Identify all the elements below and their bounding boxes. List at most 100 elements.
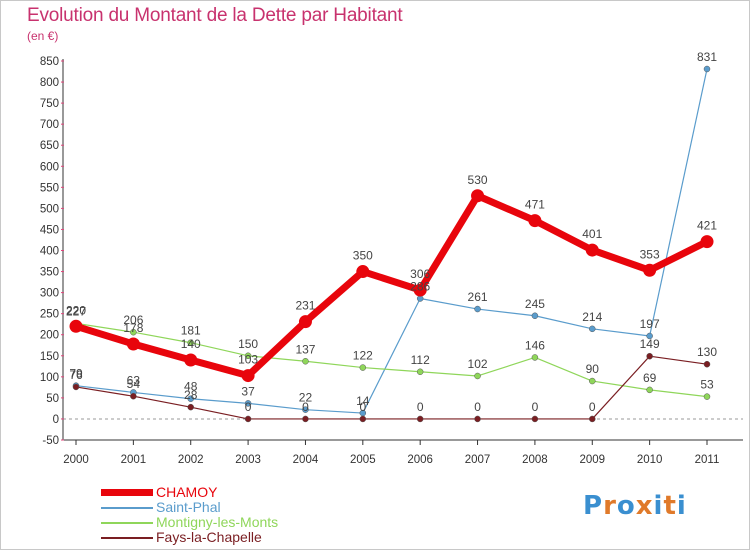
data-point-montigny-les-monts xyxy=(531,354,539,361)
legend-swatch xyxy=(101,522,153,524)
data-point-fays-la-chapelle xyxy=(703,360,711,368)
y-tick-label: 750 xyxy=(40,98,59,110)
y-tick-label: 700 xyxy=(40,119,59,131)
data-point-chamoy xyxy=(184,353,198,367)
data-point-fays-la-chapelle xyxy=(187,403,194,411)
y-tick-label: 550 xyxy=(40,182,59,194)
data-label-fays-la-chapelle: 0 xyxy=(359,400,366,414)
data-label-montigny-les-monts: 112 xyxy=(411,353,430,367)
data-point-fays-la-chapelle xyxy=(72,383,80,391)
legend-swatch xyxy=(101,537,153,539)
data-label-montigny-les-monts: 90 xyxy=(586,362,600,376)
series-line-fays-la-chapelle xyxy=(75,355,708,420)
x-tick-label: 2003 xyxy=(235,454,261,466)
x-tick-label: 2010 xyxy=(637,454,663,466)
x-tick-label: 2005 xyxy=(350,454,376,466)
data-label-saint-phal: 37 xyxy=(241,384,255,398)
data-label-chamoy: 231 xyxy=(295,299,315,313)
data-label-montigny-les-monts: 53 xyxy=(700,378,714,392)
y-tick-label: 150 xyxy=(40,351,59,363)
legend-swatch xyxy=(101,507,153,509)
data-label-fays-la-chapelle: 54 xyxy=(127,377,141,391)
x-tick-label: 2004 xyxy=(293,454,319,466)
data-label-fays-la-chapelle: 0 xyxy=(302,400,309,414)
data-label-montigny-les-monts: 122 xyxy=(353,349,373,363)
data-label-chamoy: 140 xyxy=(181,337,201,351)
data-label-montigny-les-monts: 146 xyxy=(525,338,545,352)
data-point-fays-la-chapelle xyxy=(589,415,596,423)
data-point-chamoy xyxy=(126,337,140,351)
data-point-saint-phal xyxy=(244,400,252,407)
y-tick-label: 400 xyxy=(40,246,59,258)
data-point-saint-phal xyxy=(302,406,309,413)
data-label-fays-la-chapelle: 0 xyxy=(474,400,481,414)
y-tick-label: 650 xyxy=(40,140,59,152)
data-point-montigny-les-monts xyxy=(646,386,653,394)
data-point-montigny-les-monts xyxy=(130,328,137,336)
logo-letter: i xyxy=(676,491,687,521)
data-point-saint-phal xyxy=(531,312,539,320)
data-point-chamoy xyxy=(643,263,657,277)
data-point-fays-la-chapelle xyxy=(244,415,252,423)
data-label-fays-la-chapelle: 76 xyxy=(69,368,83,382)
data-label-fays-la-chapelle: 0 xyxy=(417,400,424,414)
chart-title: Evolution du Montant de la Dette par Hab… xyxy=(27,5,403,26)
chart-subtitle: (en €) xyxy=(27,29,59,43)
data-label-chamoy: 471 xyxy=(525,198,545,212)
data-label-montigny-les-monts: 150 xyxy=(238,337,258,351)
data-label-saint-phal: 79 xyxy=(69,367,83,381)
x-tick-label: 2006 xyxy=(407,454,433,466)
y-tick-label: 800 xyxy=(40,77,59,89)
legend-label: CHAMOY xyxy=(156,484,218,500)
data-label-saint-phal: 286 xyxy=(410,280,430,294)
data-point-chamoy xyxy=(69,319,83,333)
legend-label: Montigny-les-Monts xyxy=(156,514,279,530)
x-tick-label: 2007 xyxy=(465,454,491,466)
x-tick-label: 2000 xyxy=(63,454,89,466)
data-point-chamoy xyxy=(700,235,714,249)
data-point-montigny-les-monts xyxy=(703,393,711,400)
x-tick-label: 2001 xyxy=(121,454,147,466)
logo-letter: P xyxy=(583,491,604,521)
x-tick-label: 2009 xyxy=(579,454,605,466)
data-point-chamoy xyxy=(585,243,599,257)
legend-label: Fays-la-Chapelle xyxy=(156,529,262,545)
data-point-chamoy xyxy=(241,369,255,383)
y-tick-label: 350 xyxy=(40,267,59,279)
data-label-saint-phal: 63 xyxy=(127,373,141,387)
series-line-saint-phal xyxy=(75,68,708,414)
data-point-saint-phal xyxy=(646,332,653,340)
data-label-chamoy: 421 xyxy=(697,219,717,233)
legend-label: Saint-Phal xyxy=(156,499,221,515)
y-tick-label: 450 xyxy=(40,224,59,236)
data-point-saint-phal xyxy=(703,65,711,73)
data-label-fays-la-chapelle: 149 xyxy=(640,337,660,351)
data-point-fays-la-chapelle xyxy=(646,352,653,360)
logo-letter: i xyxy=(653,491,664,521)
data-point-saint-phal xyxy=(474,305,481,313)
data-label-saint-phal: 214 xyxy=(582,310,602,324)
logo-letter: r xyxy=(603,491,617,521)
y-tick-label: 0 xyxy=(53,414,59,426)
y-tick-label: -50 xyxy=(42,435,59,447)
legend-swatch xyxy=(101,489,153,496)
data-label-fays-la-chapelle: 0 xyxy=(532,400,539,414)
data-point-fays-la-chapelle xyxy=(359,415,367,423)
data-label-chamoy: 350 xyxy=(353,249,373,263)
data-label-saint-phal: 48 xyxy=(184,380,198,394)
data-point-fays-la-chapelle xyxy=(302,415,309,423)
data-label-chamoy: 103 xyxy=(238,353,258,367)
data-label-montigny-les-monts: 102 xyxy=(468,357,488,371)
data-label-saint-phal: 261 xyxy=(468,290,488,304)
data-label-chamoy: 178 xyxy=(123,321,143,335)
y-tick-label: 500 xyxy=(40,203,59,215)
data-label-saint-phal: 197 xyxy=(640,317,660,331)
data-label-saint-phal: 14 xyxy=(356,394,370,408)
data-label-fays-la-chapelle: 0 xyxy=(245,400,252,414)
y-tick-label: 50 xyxy=(46,393,59,405)
data-label-montigny-les-monts: 206 xyxy=(123,313,143,327)
data-label-fays-la-chapelle: 130 xyxy=(697,345,717,359)
proxiti-logo: Proxiti xyxy=(583,491,687,521)
